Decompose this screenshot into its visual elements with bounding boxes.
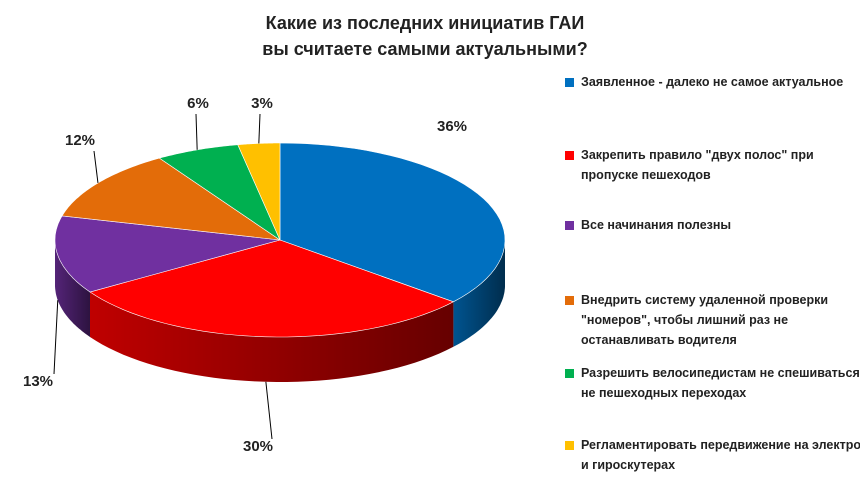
leader-line (195, 113, 198, 150)
slice-side (453, 240, 505, 347)
legend-swatch (565, 221, 574, 230)
legend-item: Регламентировать передвижение на электро… (565, 435, 860, 475)
leader-line (258, 113, 261, 144)
legend-item: Заявленное - далеко не самое актуальное (565, 72, 860, 92)
legend-label: Разрешить велосипедистам не спешиваться … (581, 366, 860, 400)
leader-line (93, 150, 99, 184)
leader-line (53, 300, 59, 375)
legend-label: Заявленное - далеко не самое актуальное (581, 75, 844, 89)
leader-line (265, 381, 273, 440)
slice-side (55, 240, 90, 337)
data-label: 36% (437, 118, 467, 135)
legend-label: Все начинания полезны (581, 218, 732, 232)
legend-label: Регламентировать передвижение на электро… (581, 438, 860, 472)
legend-item: Разрешить велосипедистам не спешиваться … (565, 363, 860, 403)
legend-item: Закрепить правило "двух полос" при пропу… (565, 145, 860, 185)
slice (89, 239, 455, 338)
legend-label: Закрепить правило "двух полос" при пропу… (581, 148, 814, 182)
legend-label: Внедрить систему удаленной проверки "ном… (581, 293, 829, 347)
data-label: 30% (243, 438, 273, 455)
slice (279, 142, 506, 303)
data-label: 6% (187, 95, 209, 112)
chart-title: Какие из последних инициатив ГАИ вы счит… (262, 13, 588, 59)
legend-swatch (565, 441, 574, 450)
legend-swatch (565, 78, 574, 87)
legend-swatch (565, 151, 574, 160)
legend-swatch (565, 369, 574, 378)
data-label: 3% (251, 95, 273, 112)
data-label: 13% (23, 373, 53, 390)
legend-item: Внедрить систему удаленной проверки "ном… (565, 290, 860, 350)
data-label: 12% (65, 132, 95, 149)
legend-item: Все начинания полезны (565, 215, 860, 235)
slice (61, 157, 281, 241)
legend-swatch (565, 296, 574, 305)
slice (54, 215, 281, 293)
